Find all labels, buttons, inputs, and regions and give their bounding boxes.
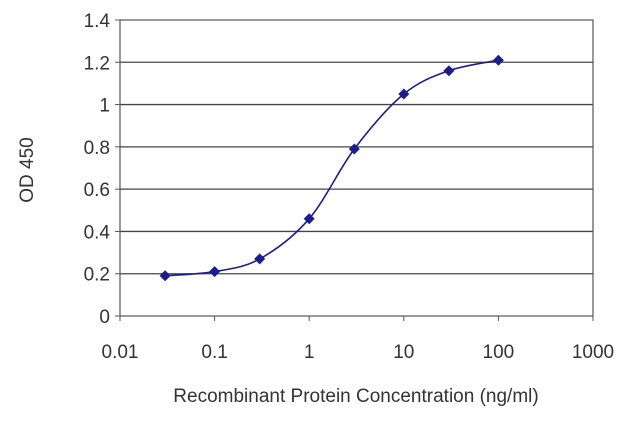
- y-tick-label: 0.2: [84, 265, 110, 286]
- x-tick-label: 10: [393, 342, 414, 363]
- y-tick-label: 0.4: [84, 222, 111, 243]
- x-tick-label: 0.1: [201, 342, 227, 363]
- data-point: [303, 213, 315, 225]
- y-tick-label: 0.6: [84, 180, 110, 201]
- data-point: [398, 88, 410, 100]
- y-tick-label: 1.4: [84, 11, 111, 32]
- y-tick-label: 1: [99, 96, 110, 117]
- y-tick-label: 0: [99, 307, 110, 328]
- data-point: [254, 253, 266, 265]
- x-tick-label: 100: [483, 342, 515, 363]
- y-axis-ticks: 0 0.2 0.4 0.6 0.8 1 1.2 1.4: [84, 11, 120, 328]
- x-tick-label: 1000: [572, 342, 614, 363]
- fit-curve: [165, 59, 499, 277]
- y-tick-label: 0.8: [84, 138, 110, 159]
- y-tick-label: 1.2: [84, 53, 110, 74]
- data-point: [159, 270, 171, 282]
- data-point: [209, 266, 221, 278]
- data-point: [443, 65, 455, 77]
- x-axis-label: Recombinant Protein Concentration (ng/ml…: [173, 386, 538, 407]
- data-points: [159, 54, 504, 282]
- x-axis-ticks: 0.01 0.1 1 10 100 1000: [102, 316, 614, 363]
- data-point: [492, 54, 504, 66]
- x-tick-label: 1: [304, 342, 315, 363]
- y-axis-label: OD 450: [17, 137, 38, 202]
- data-point: [348, 143, 360, 155]
- plot-frame: [119, 19, 594, 317]
- x-tick-label: 0.01: [102, 342, 139, 363]
- grid-lines: [120, 61, 593, 275]
